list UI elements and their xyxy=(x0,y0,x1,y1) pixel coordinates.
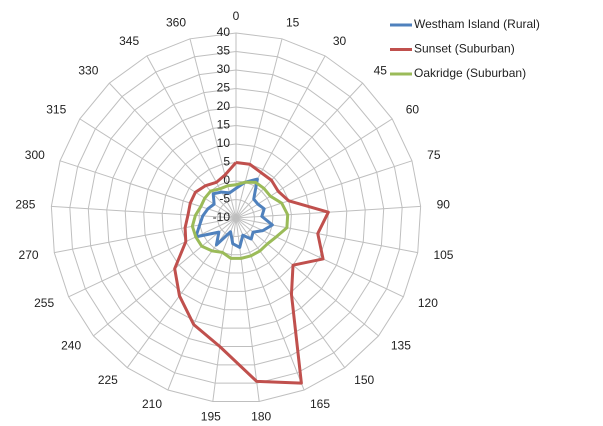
category-label: 315 xyxy=(46,102,66,116)
legend-label: Sunset (Suburban) xyxy=(414,42,515,56)
category-label: 180 xyxy=(251,410,271,424)
category-label: 105 xyxy=(433,248,453,262)
r-tick-label: 40 xyxy=(217,25,231,39)
r-tick-label: 5 xyxy=(223,155,230,169)
grid-ring xyxy=(106,87,366,347)
spoke xyxy=(235,55,326,219)
r-tick-label: 30 xyxy=(217,62,231,76)
category-label: 135 xyxy=(391,338,411,352)
category-label: 360 xyxy=(166,15,186,29)
grid-ring xyxy=(143,124,329,311)
category-label: 300 xyxy=(25,148,45,162)
category-label: 285 xyxy=(15,198,35,212)
category-label: 120 xyxy=(418,296,438,310)
category-label: 60 xyxy=(406,102,420,116)
spoke xyxy=(235,82,364,219)
r-tick-label: -5 xyxy=(219,192,230,206)
r-tick-label: 10 xyxy=(217,136,231,150)
grid-ring xyxy=(50,32,422,403)
spoke xyxy=(108,82,237,219)
category-label: 225 xyxy=(98,373,118,387)
r-tick-label: 35 xyxy=(217,44,231,58)
grid-ring xyxy=(217,198,255,237)
category-label: 150 xyxy=(354,373,374,387)
r-tick-label: 0 xyxy=(223,173,230,187)
category-label: 330 xyxy=(78,64,98,78)
spoke xyxy=(54,217,237,254)
category-label: 255 xyxy=(34,296,54,310)
spoke xyxy=(235,38,283,219)
category-label: 75 xyxy=(427,148,441,162)
category-label: 0 xyxy=(233,9,240,23)
category-label: 30 xyxy=(333,34,347,48)
spoke xyxy=(189,38,237,219)
grid-ring xyxy=(87,69,385,366)
spoke xyxy=(235,217,305,391)
series-line xyxy=(194,177,274,249)
grid-ring xyxy=(124,106,348,329)
category-label: 45 xyxy=(374,64,388,78)
grid-ring xyxy=(180,161,292,274)
category-label: 165 xyxy=(310,397,330,411)
spoke xyxy=(235,118,393,219)
r-tick-label: -10 xyxy=(213,210,231,224)
grid-ring xyxy=(69,50,403,384)
spoke xyxy=(68,217,237,298)
spoke xyxy=(235,217,418,254)
spoke xyxy=(93,217,237,337)
spoke xyxy=(167,217,237,391)
category-label: 345 xyxy=(119,34,139,48)
legend-label: Oakridge (Suburban) xyxy=(414,66,526,80)
series-line xyxy=(190,180,290,260)
r-tick-label: 20 xyxy=(217,99,231,113)
legend-label: Westham Island (Rural) xyxy=(414,17,540,31)
grid-ring xyxy=(161,143,311,292)
spoke xyxy=(212,217,237,402)
series-line xyxy=(173,161,330,385)
spoke xyxy=(51,205,237,219)
category-label: 240 xyxy=(61,338,81,352)
category-label: 210 xyxy=(142,397,162,411)
spoke xyxy=(235,217,379,337)
category-label: 195 xyxy=(201,410,221,424)
r-tick-label: 25 xyxy=(217,81,231,95)
spoke xyxy=(79,118,237,219)
category-label: 90 xyxy=(437,198,451,212)
category-label: 270 xyxy=(19,248,39,262)
r-tick-label: 15 xyxy=(217,118,231,132)
category-label: 15 xyxy=(286,15,300,29)
